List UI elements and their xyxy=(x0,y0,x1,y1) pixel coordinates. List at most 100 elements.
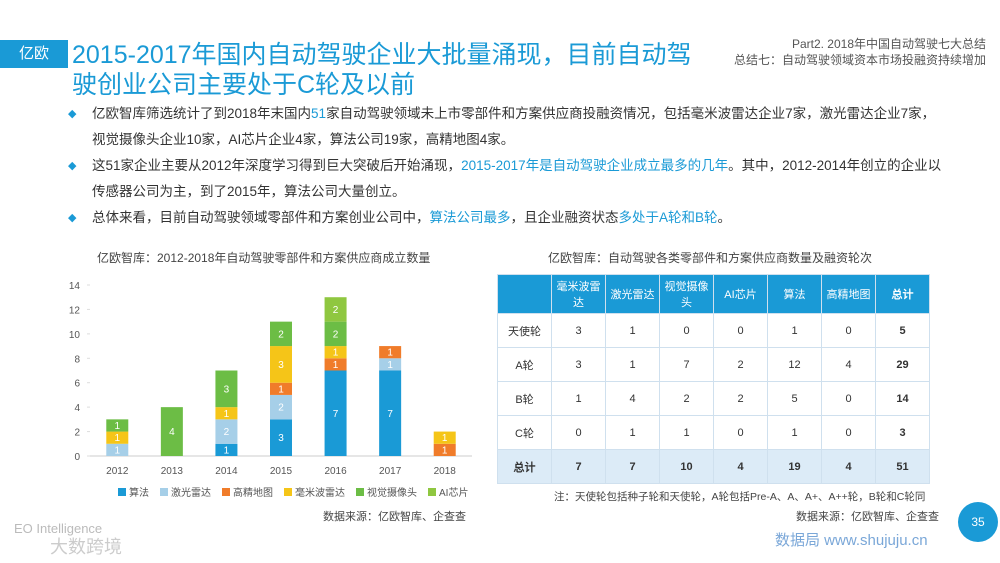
bullet: 这51家企业主要从2012年深度学习得到巨大突破后开始涌现，2015-2017年… xyxy=(68,153,942,205)
bar-segment xyxy=(270,346,292,383)
page-number: 35 xyxy=(971,515,985,529)
table-cell: 3 xyxy=(551,313,606,348)
data-label: 1 xyxy=(333,360,339,371)
data-label: 2 xyxy=(333,329,339,340)
chart-title: 亿欧智库：2012-2018年自动驾驶零部件和方案供应商成立数量 xyxy=(97,250,430,265)
chart-source: 数据来源：亿欧智库、企查查 xyxy=(323,509,466,523)
data-label: 1 xyxy=(387,360,393,371)
x-tick-label: 2016 xyxy=(324,466,347,477)
x-tick-label: 2015 xyxy=(270,466,293,477)
bar-segment xyxy=(106,443,129,456)
data-label: 7 xyxy=(333,409,339,420)
table-cell: 29 xyxy=(875,347,930,382)
table-cell: 5 xyxy=(767,381,822,416)
y-tick-label: 6 xyxy=(74,379,80,390)
table-row: 总计 7 7 10 4 19 4 51 xyxy=(497,449,930,484)
bullet-text: 算法公司最多 xyxy=(429,210,511,225)
bar-segment xyxy=(324,297,347,322)
legend-swatch xyxy=(428,488,436,496)
bar-segment xyxy=(270,394,292,420)
table-cell: 0 xyxy=(551,415,606,450)
y-tick-label: 10 xyxy=(69,330,81,341)
bar-segment xyxy=(215,370,238,408)
legend-swatch xyxy=(160,488,168,496)
data-label: 1 xyxy=(278,384,284,395)
y-tick-label: 14 xyxy=(69,281,81,292)
part: Part2. 2018年中国自动驾驶七大总结 xyxy=(791,37,986,51)
page-badge xyxy=(958,502,998,542)
x-tick-label: 2014 xyxy=(215,466,238,477)
data-label: 1 xyxy=(442,433,448,444)
data-label: 1 xyxy=(115,421,121,432)
table-header-cell: AI芯片 xyxy=(713,274,768,314)
table-cell: 1 xyxy=(605,347,660,382)
bullet: 亿欧智库筛选统计了到2018年末国内51家自动驾驶领域未上市零部件和方案供应商投… xyxy=(68,101,942,153)
table-cell: 12 xyxy=(767,347,822,382)
legend-swatch xyxy=(284,488,292,496)
table-header-cell: 总计 xyxy=(875,274,930,314)
table-cell: 4 xyxy=(821,449,876,484)
table-cell: 5 xyxy=(875,313,930,348)
table-wrap: 毫米波雷达 激光雷达 视觉摄像头 AI芯片 算法 高精地图 总计 天使轮 3 1 0 0 1 0 5 A轮 3 1… xyxy=(497,274,930,484)
bar-segment xyxy=(270,382,292,395)
table-cell: 3 xyxy=(875,415,930,450)
data-label: 3 xyxy=(224,384,230,395)
x-tick-label: 2018 xyxy=(434,466,457,477)
table-cell: 1 xyxy=(659,415,714,450)
table-cell: 0 xyxy=(821,313,876,348)
table-cell: 4 xyxy=(713,449,768,484)
bullet-text: 2015-2017年是自动驾驶企业成立最多的几年 xyxy=(461,158,729,173)
table-cell: 3 xyxy=(551,347,606,382)
bullet-text: 总体来看，目前自动驾驶领域零部件和方案创业公司中， xyxy=(92,210,430,225)
table-cell: 4 xyxy=(821,347,876,382)
data-label: 7 xyxy=(387,409,393,420)
bullet: 总体来看，目前自动驾驶领域零部件和方案创业公司中，算法公司最多，且企业融资状态多… xyxy=(68,205,942,231)
data-label: 4 xyxy=(169,427,175,438)
y-tick-label: 4 xyxy=(74,403,80,414)
table-cell: 1 xyxy=(767,313,822,348)
bar-segment xyxy=(160,407,183,456)
table-cell: 2 xyxy=(713,347,768,382)
legend-label: 高精地图 xyxy=(233,486,273,499)
table-header-cell: 视觉摄像头 xyxy=(659,274,714,314)
legend-label: AI芯片 xyxy=(439,486,468,499)
table-cell: 4 xyxy=(605,381,660,416)
watermark: 数据局 www.shujuju.cn xyxy=(775,532,928,549)
data-label: 2 xyxy=(333,305,339,316)
bar-segment xyxy=(433,431,456,444)
table-header-cell: 激光雷达 xyxy=(605,274,660,314)
table-cell: 1 xyxy=(767,415,822,450)
table-header-row: 毫米波雷达 激光雷达 视觉摄像头 AI芯片 算法 高精地图 总计 xyxy=(497,274,930,314)
bar-segment xyxy=(270,321,292,347)
summary: 总结七：自动驾驶领域资本市场投融资持续增加 xyxy=(733,53,986,67)
bullet-text: 亿欧智库筛选统计了到2018年末国内 xyxy=(92,106,312,121)
legend-label: 视觉摄像头 xyxy=(367,486,417,499)
table-header-cell: 算法 xyxy=(767,274,822,314)
table-cell: 10 xyxy=(659,449,714,484)
bar-segment xyxy=(215,407,238,420)
table-cell: 14 xyxy=(875,381,930,416)
table-cell: 0 xyxy=(713,415,768,450)
legend-label: 算法 xyxy=(129,486,149,499)
bar-segment xyxy=(270,419,292,456)
bullet-text: 。其中，2012-2014年创立的企业以传感器公司为主，到了2015年，算法公司… xyxy=(92,158,942,199)
title-line: 2015-2017年国内自动驾驶企业大批量涌现，目前自动驾 xyxy=(72,41,692,69)
table-row: B轮 1 4 2 2 5 0 14 xyxy=(497,381,930,416)
y-tick-label: 8 xyxy=(74,354,80,365)
table-cell: 0 xyxy=(659,313,714,348)
bar-segment xyxy=(379,358,402,371)
data-label: 3 xyxy=(278,360,284,371)
table-cell: 天使轮 xyxy=(497,313,552,348)
bar-segment xyxy=(324,358,347,371)
table-cell: 7 xyxy=(605,449,660,484)
x-tick-label: 2013 xyxy=(161,466,184,477)
data-label: 1 xyxy=(333,348,339,359)
data-label: 1 xyxy=(115,445,121,456)
table-cell: 0 xyxy=(821,381,876,416)
table-cell: 0 xyxy=(713,313,768,348)
data-label: 1 xyxy=(224,409,230,420)
data-label: 1 xyxy=(224,445,230,456)
bullet-text: 多处于A轮和B轮 xyxy=(618,210,718,225)
